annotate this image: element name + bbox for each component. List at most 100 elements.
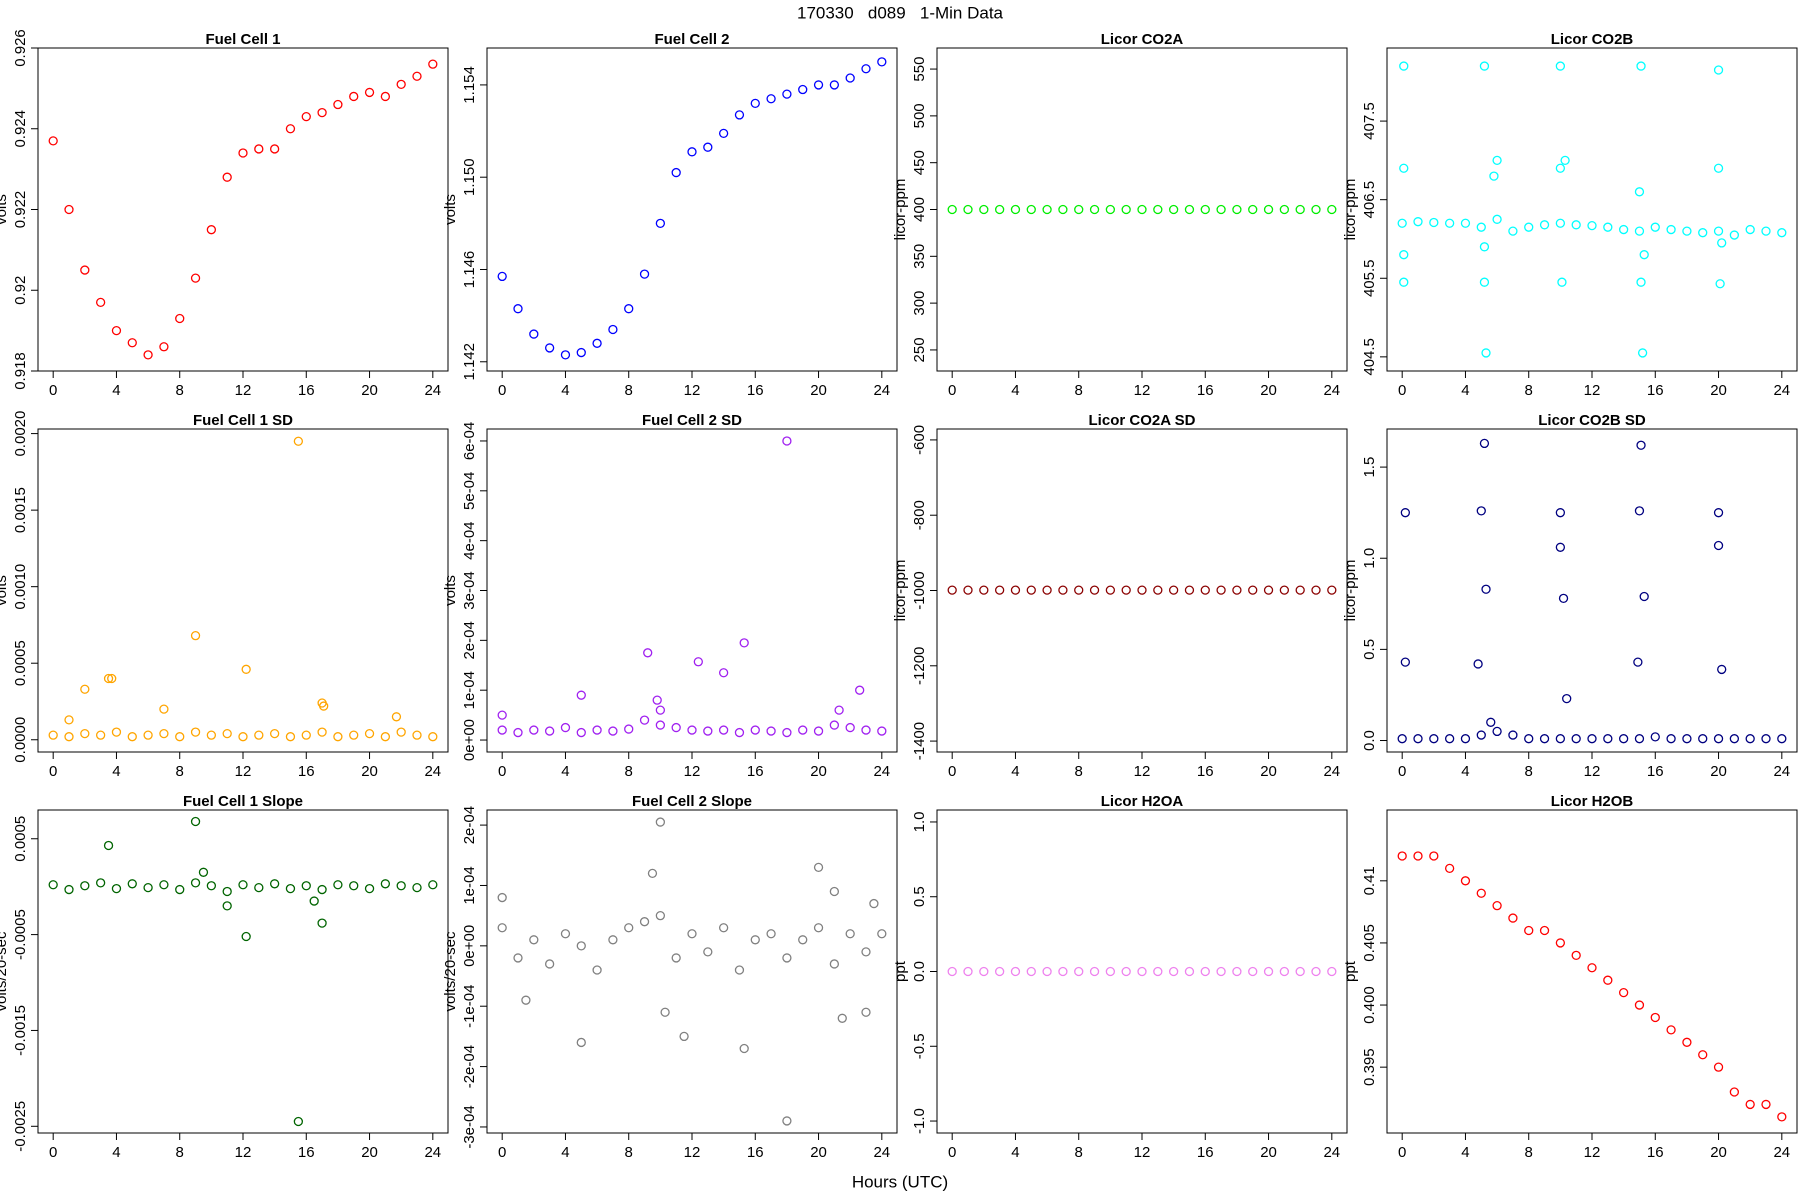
data-point (222, 886, 232, 897)
data-point (1184, 204, 1195, 215)
plot-frame (936, 47, 1348, 372)
y-tick-label: -1000 (911, 571, 928, 609)
data-point (198, 867, 209, 877)
data-point (766, 94, 776, 104)
x-tick-label: 12 (1134, 382, 1151, 399)
data-point (782, 89, 792, 99)
x-tick-label: 24 (424, 382, 441, 399)
data-point (834, 705, 844, 715)
data-point (1603, 734, 1613, 744)
data-point (1444, 863, 1455, 874)
data-point (655, 817, 666, 827)
data-point (497, 923, 507, 933)
data-point (380, 879, 391, 889)
data-point (349, 730, 359, 740)
data-point (861, 64, 871, 74)
data-point (529, 329, 539, 339)
data-point (1555, 734, 1566, 744)
data-point (1460, 876, 1471, 886)
data-point (1729, 230, 1740, 240)
y-tick-label: 1.0 (1361, 548, 1378, 569)
data-point (608, 324, 618, 335)
data-point (1429, 851, 1439, 861)
data-point (1717, 238, 1727, 248)
data-point (95, 730, 106, 740)
data-point (1399, 61, 1409, 71)
data-point (1184, 585, 1195, 595)
x-tick-label: 8 (625, 1144, 633, 1161)
y-tick-label: 3e-04 (461, 571, 478, 609)
data-point (285, 124, 296, 134)
data-point (703, 142, 713, 152)
data-point (1761, 226, 1771, 236)
data-point (703, 726, 713, 736)
x-tick-label: 0 (948, 382, 956, 399)
plot-frame (37, 47, 449, 372)
y-tick-label: 1e-04 (461, 866, 478, 904)
data-point (655, 218, 666, 228)
data-point (655, 911, 666, 921)
data-point (143, 730, 153, 740)
y-tick-label: 0e+00 (461, 925, 478, 967)
x-tick-label: 4 (561, 1144, 569, 1161)
data-point (293, 1116, 304, 1127)
panel-title: Licor H2OA (1101, 793, 1184, 810)
data-point (1397, 218, 1407, 228)
data-point (1713, 734, 1724, 744)
panel-title: Licor CO2A (1101, 31, 1184, 48)
x-tick-label: 0 (49, 382, 57, 399)
x-tick-label: 20 (1260, 763, 1277, 780)
data-point (103, 673, 114, 684)
data-point (1295, 966, 1305, 977)
data-point (1713, 65, 1724, 75)
data-point (660, 1007, 670, 1017)
data-point (643, 648, 653, 658)
x-tick-label: 24 (873, 763, 890, 780)
data-point (285, 883, 296, 894)
data-point (513, 727, 523, 738)
data-point (671, 167, 681, 178)
data-point (1682, 226, 1692, 236)
x-tick-label: 20 (1260, 382, 1277, 399)
data-point (1560, 155, 1570, 166)
data-point (782, 953, 792, 963)
data-point (1777, 1112, 1787, 1122)
x-tick-label: 8 (625, 763, 633, 780)
data-point (1761, 1099, 1771, 1110)
data-point (718, 725, 729, 735)
x-tick-label: 20 (810, 763, 827, 780)
x-tick-label: 12 (1134, 763, 1151, 780)
panel-title: Licor CO2B SD (1538, 412, 1646, 429)
y-tick-label: 0.400 (1361, 986, 1378, 1024)
data-point (64, 884, 74, 895)
x-tick-label: 16 (1197, 763, 1214, 780)
data-point (679, 1031, 689, 1042)
x-tick-label: 20 (361, 1144, 378, 1161)
y-tick-label: 404.5 (1361, 338, 1378, 376)
data-point (576, 941, 586, 951)
data-point (396, 79, 406, 89)
data-point (1168, 204, 1179, 215)
y-tick-label: 407.5 (1361, 102, 1378, 140)
x-tick-label: 12 (1584, 382, 1601, 399)
data-point (175, 732, 185, 742)
data-point (1557, 277, 1567, 287)
data-point (1571, 734, 1581, 744)
data-point (576, 347, 586, 358)
data-point (222, 728, 232, 739)
data-point (269, 879, 280, 889)
data-point (317, 727, 327, 737)
y-tick-label: 2e-04 (461, 621, 478, 659)
data-point (1074, 966, 1084, 977)
x-axis-label: Hours (UTC) (852, 1172, 948, 1191)
x-tick-label: 20 (1710, 763, 1727, 780)
y-tick-label: 0e+00 (461, 719, 478, 761)
data-point (1216, 966, 1226, 977)
data-point (1311, 966, 1321, 977)
x-tick-label: 12 (684, 1144, 701, 1161)
data-point (241, 664, 251, 674)
data-point (855, 685, 865, 695)
data-point (1010, 204, 1021, 215)
data-point (782, 727, 792, 738)
data-point (333, 880, 343, 890)
